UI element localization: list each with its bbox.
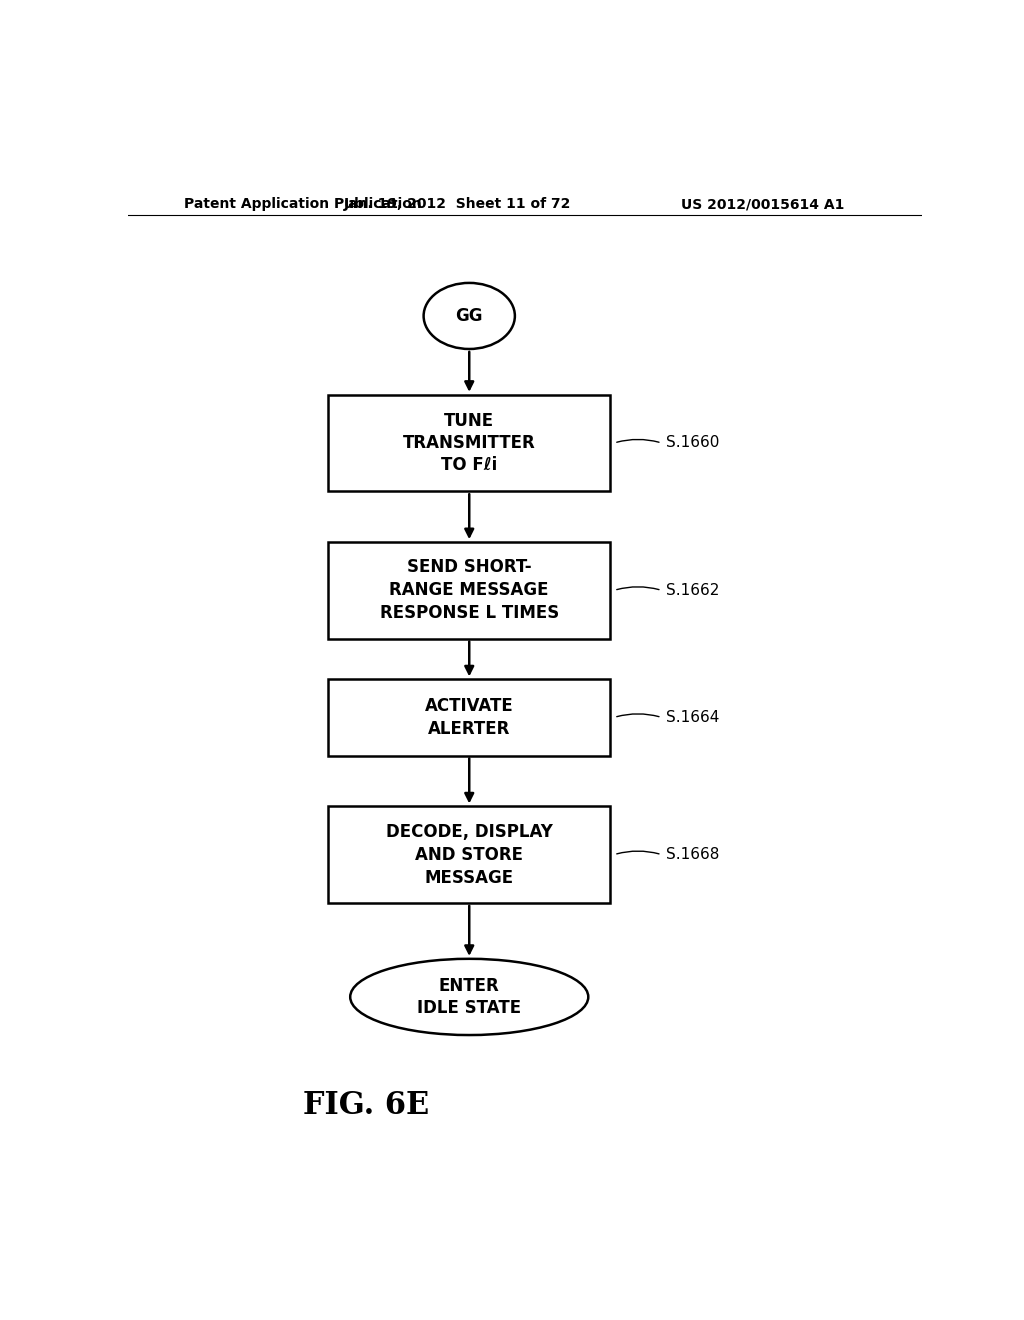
Text: S.1662: S.1662: [666, 583, 719, 598]
Ellipse shape: [350, 958, 588, 1035]
FancyBboxPatch shape: [329, 680, 610, 755]
FancyBboxPatch shape: [329, 807, 610, 903]
Ellipse shape: [424, 282, 515, 348]
Text: ENTER
IDLE STATE: ENTER IDLE STATE: [417, 977, 521, 1016]
Text: TRANSMITTER: TRANSMITTER: [402, 434, 536, 451]
FancyBboxPatch shape: [329, 543, 610, 639]
Text: Jan. 19, 2012  Sheet 11 of 72: Jan. 19, 2012 Sheet 11 of 72: [344, 197, 571, 211]
Text: TO Fℓi: TO Fℓi: [441, 457, 498, 474]
FancyBboxPatch shape: [329, 395, 610, 491]
Text: TUNE: TUNE: [444, 412, 495, 429]
Text: S.1668: S.1668: [666, 847, 719, 862]
Text: DECODE, DISPLAY
AND STORE
MESSAGE: DECODE, DISPLAY AND STORE MESSAGE: [386, 822, 553, 887]
Text: US 2012/0015614 A1: US 2012/0015614 A1: [681, 197, 845, 211]
Text: S.1664: S.1664: [666, 710, 719, 725]
Text: S.1660: S.1660: [666, 436, 719, 450]
Text: FIG. 6E: FIG. 6E: [303, 1090, 429, 1121]
Text: GG: GG: [456, 308, 483, 325]
Text: SEND SHORT-
RANGE MESSAGE
RESPONSE L TIMES: SEND SHORT- RANGE MESSAGE RESPONSE L TIM…: [380, 558, 559, 622]
Text: Patent Application Publication: Patent Application Publication: [183, 197, 421, 211]
Text: ACTIVATE
ALERTER: ACTIVATE ALERTER: [425, 697, 514, 738]
